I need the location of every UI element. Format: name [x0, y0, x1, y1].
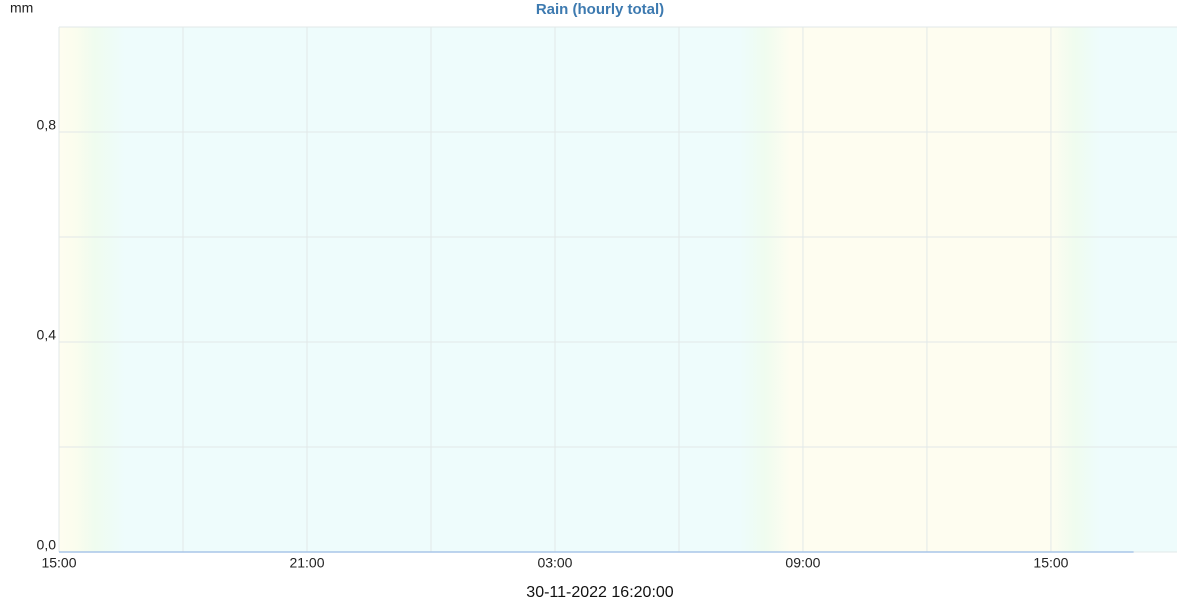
x-tick-label: 15:00 [1033, 555, 1068, 571]
x-tick-label: 15:00 [41, 555, 76, 571]
footer-timestamp: 30-11-2022 16:20:00 [526, 584, 673, 600]
plot-background [59, 27, 1177, 552]
y-axis-unit: mm [10, 0, 33, 16]
x-tick-label: 21:00 [289, 555, 324, 571]
x-tick-label: 03:00 [537, 555, 572, 571]
y-tick-label: 0,4 [37, 327, 57, 343]
y-tick-label: 0,8 [37, 117, 57, 133]
x-tick-label: 09:00 [785, 555, 820, 571]
y-tick-label: 0,0 [37, 537, 57, 553]
chart-title: Rain (hourly total) [536, 1, 664, 18]
